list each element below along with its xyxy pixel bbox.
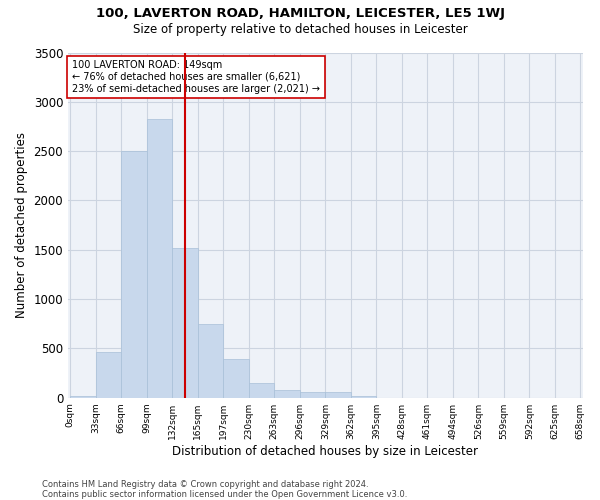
Bar (121, 151, 147, 398)
Bar (172, 248, 198, 398)
Bar (96, 352, 121, 398)
Bar (70, 396, 96, 398)
Text: Contains HM Land Registry data © Crown copyright and database right 2024.: Contains HM Land Registry data © Crown c… (42, 480, 368, 489)
X-axis label: Distribution of detached houses by size in Leicester: Distribution of detached houses by size … (172, 444, 478, 458)
Y-axis label: Number of detached properties: Number of detached properties (15, 132, 28, 318)
Text: 100, LAVERTON ROAD, HAMILTON, LEICESTER, LE5 1WJ: 100, LAVERTON ROAD, HAMILTON, LEICESTER,… (95, 8, 505, 20)
Bar (325, 392, 350, 398)
Text: Size of property relative to detached houses in Leicester: Size of property relative to detached ho… (133, 22, 467, 36)
Text: 100 LAVERTON ROAD: 149sqm
← 76% of detached houses are smaller (6,621)
23% of se: 100 LAVERTON ROAD: 149sqm ← 76% of detac… (72, 60, 320, 94)
Text: Contains public sector information licensed under the Open Government Licence v3: Contains public sector information licen… (42, 490, 407, 499)
Bar (274, 390, 300, 398)
Bar (351, 396, 376, 398)
Bar (300, 392, 325, 398)
Bar (147, 118, 172, 398)
Bar (223, 359, 249, 398)
Bar (198, 324, 223, 398)
Bar (249, 384, 274, 398)
